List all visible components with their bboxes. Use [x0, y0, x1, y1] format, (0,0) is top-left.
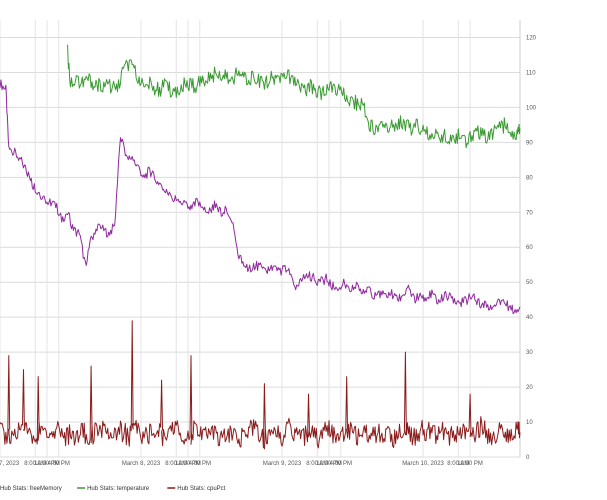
y-tick-label: 100 — [526, 105, 537, 111]
x-tick-label: 8:00 AM — [165, 461, 187, 467]
y-tick-label: 70 — [526, 210, 533, 216]
x-tick-label: March 8, 2023 — [122, 461, 161, 467]
x-tick-label: 4:00 PM — [189, 461, 211, 467]
legend-item[interactable]: Hub Stats: freeMemory — [0, 486, 62, 492]
x-tick-label: March 10, 2023 — [402, 461, 444, 467]
y-tick-label: 110 — [526, 70, 536, 76]
y-tick-label: 60 — [526, 245, 533, 251]
legend-label: Hub Stats: freeMemory — [0, 486, 62, 492]
y-axis-tick-labels: 0 10 20 30 40 50 60 70 80 90 100 110 120 — [526, 35, 537, 461]
legend-item[interactable]: Hub Stats: cpuPct — [167, 486, 226, 492]
y-tick-label: 0 — [526, 455, 530, 461]
x-tick-label: 12:00 PM — [175, 461, 201, 467]
x-tick-label: 4:00 PM — [330, 461, 352, 467]
x-tick-label: 12:00 PM — [34, 461, 60, 467]
y-tick-label: 20 — [526, 385, 533, 391]
x-tick-label: 4:00 PM — [48, 461, 70, 467]
legend-label: Hub Stats: cpuPct — [177, 486, 225, 492]
x-tick-label: 8:00 AM — [447, 461, 469, 467]
y-tick-label: 90 — [526, 140, 533, 146]
y-tick-label: 50 — [526, 280, 533, 286]
legend-item[interactable]: Hub Stats: temperature — [77, 486, 150, 492]
x-tick-label: 8:00 AM — [306, 461, 328, 467]
y-tick-label: 40 — [526, 315, 533, 321]
x-tick-label: 12:00 PM — [457, 461, 483, 467]
series-line-1 — [0, 79, 521, 315]
y-tick-label: 30 — [526, 350, 533, 356]
x-tick-label: 12:00 PM — [316, 461, 342, 467]
series-line-3 — [0, 320, 521, 450]
legend-label: Hub Stats: temperature — [87, 486, 150, 492]
y-tick-label: 120 — [526, 35, 537, 41]
y-tick-label: 10 — [526, 420, 533, 426]
chart-legend: Hub Stats: freeMemory Hub Stats: temperat… — [0, 486, 226, 492]
x-tick-label: March 9, 2023 — [263, 461, 302, 467]
series-line-2 — [67, 44, 521, 149]
x-tick-label: 8:00 AM — [24, 461, 46, 467]
chart-series — [0, 44, 521, 450]
y-tick-label: 80 — [526, 175, 533, 181]
chart-grid — [0, 20, 521, 458]
x-tick-label: March 7, 2023 — [0, 461, 20, 467]
